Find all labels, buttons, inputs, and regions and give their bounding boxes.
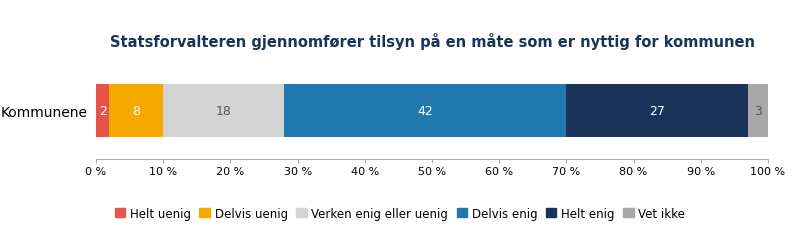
- Bar: [163, 85, 284, 138]
- Title: Statsforvalteren gjennomfører tilsyn på en måte som er nyttig for kommunen: Statsforvalteren gjennomfører tilsyn på …: [110, 33, 754, 50]
- Bar: [748, 85, 768, 138]
- Bar: [96, 85, 110, 138]
- Bar: [566, 85, 748, 138]
- Text: 42: 42: [418, 105, 433, 118]
- Text: 18: 18: [216, 105, 232, 118]
- Bar: [284, 85, 566, 138]
- Text: 8: 8: [132, 105, 140, 118]
- Legend: Helt uenig, Delvis uenig, Verken enig eller uenig, Delvis enig, Helt enig, Vet i: Helt uenig, Delvis uenig, Verken enig el…: [110, 202, 690, 225]
- Text: 27: 27: [649, 105, 665, 118]
- Bar: [110, 85, 163, 138]
- Text: 3: 3: [754, 105, 762, 118]
- Text: 2: 2: [98, 105, 106, 118]
